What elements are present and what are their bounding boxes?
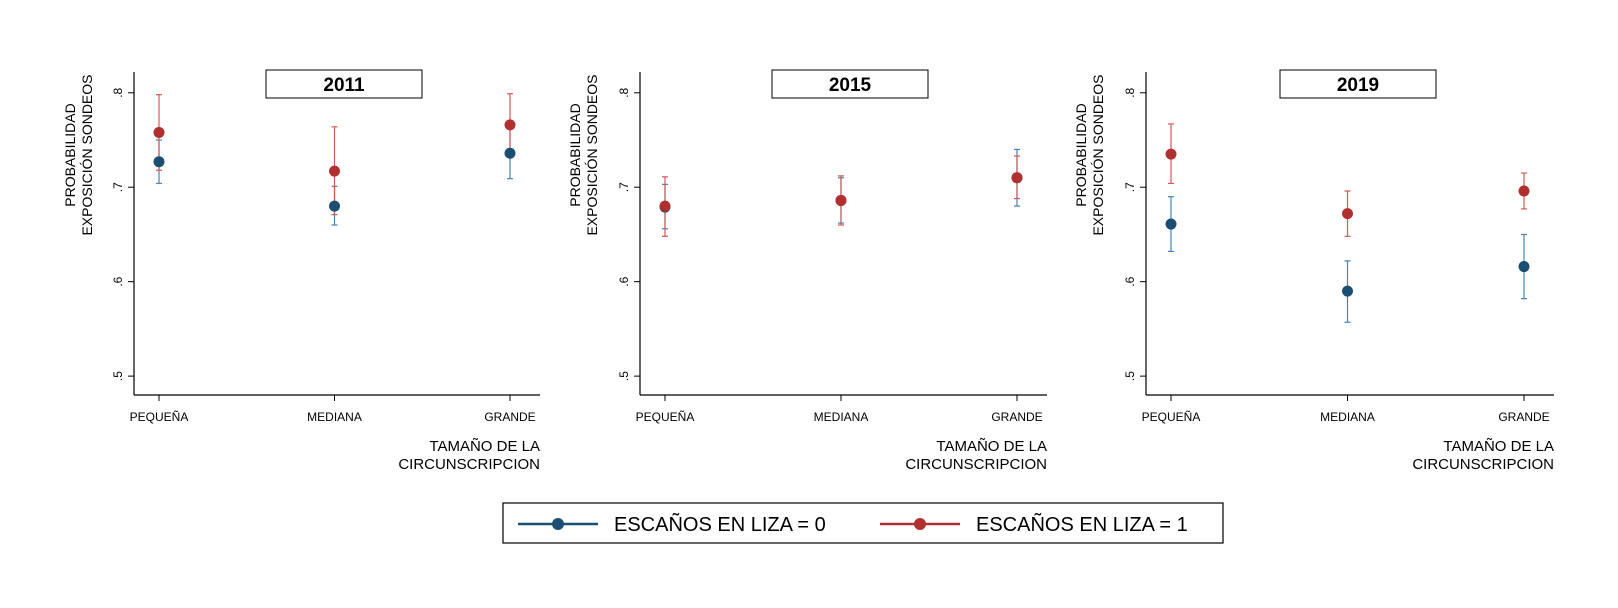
data-point: [1165, 218, 1177, 230]
y-tick-label: .5: [1123, 371, 1137, 381]
y-axis-label-line1: PROBABILIDAD: [1073, 103, 1089, 206]
x-tick-label: GRANDE: [484, 410, 535, 424]
x-axis-label-line1: TAMAÑO DE LA: [936, 438, 1047, 455]
legend-marker-1: [914, 518, 926, 530]
x-axis-label-line1: TAMAÑO DE LA: [1443, 438, 1554, 455]
panel-title-box: [771, 69, 929, 99]
x-tick-label: MEDIANA: [307, 410, 362, 424]
y-axis-label-line1: PROBABILIDAD: [567, 103, 583, 206]
data-point: [329, 200, 340, 212]
x-tick-label: GRANDE: [1498, 410, 1549, 424]
panel-title: 2011: [323, 75, 365, 96]
data-point: [153, 126, 165, 138]
panel-2015: PROBABILIDAD EXPOSICIÓN SONDEOS 2015 TAM…: [567, 69, 1047, 473]
legend-item-1: ESCAÑOS EN LIZA = 1: [880, 512, 1188, 536]
data-point: [153, 156, 165, 168]
panel-title-box: [265, 69, 423, 99]
y-tick-label: .7: [111, 182, 125, 192]
legend-marker-0: [552, 518, 564, 530]
x-axis-label-line2: CIRCUNSCRIPCION: [398, 456, 540, 473]
legend-box: [502, 502, 1224, 544]
data-point: [1518, 185, 1530, 197]
panel-2019: PROBABILIDAD EXPOSICIÓN SONDEOS 2019 TAM…: [1073, 69, 1554, 473]
legend-label-0: ESCAÑOS EN LIZA = 0: [614, 512, 826, 536]
y-tick-label: .6: [617, 276, 631, 286]
y-tick-label: .7: [617, 182, 631, 192]
y-tick-label: .6: [1123, 276, 1137, 286]
y-tick-label: .8: [1123, 87, 1137, 97]
data-point: [835, 194, 847, 206]
x-tick-label: MEDIANA: [1320, 410, 1375, 424]
data-point: [1518, 261, 1530, 273]
legend-item-0: ESCAÑOS EN LIZA = 0: [518, 512, 826, 536]
y-axis-label-line2: EXPOSICIÓN SONDEOS: [1090, 74, 1106, 235]
y-tick-label: .5: [617, 371, 631, 381]
x-tick-label: MEDIANA: [814, 410, 869, 424]
x-axis-label-line2: CIRCUNSCRIPCION: [1412, 456, 1554, 473]
data-point: [504, 119, 516, 131]
y-axis-label-line2: EXPOSICIÓN SONDEOS: [79, 74, 95, 235]
y-tick-label: .8: [617, 87, 631, 97]
x-tick-label: PEQUEÑA: [1142, 410, 1201, 424]
x-axis-label-line2: CIRCUNSCRIPCION: [905, 456, 1047, 473]
y-axis-label-line2: EXPOSICIÓN SONDEOS: [584, 74, 600, 235]
data-point: [659, 200, 671, 212]
panel-title: 2019: [1337, 75, 1379, 96]
panel-title-box: [1279, 69, 1437, 99]
panel-title: 2015: [829, 75, 872, 96]
x-tick-label: PEQUEÑA: [130, 410, 189, 424]
x-tick-label: PEQUEÑA: [636, 410, 695, 424]
y-tick-label: .8: [111, 87, 125, 97]
data-point: [504, 147, 516, 159]
legend-label-1: ESCAÑOS EN LIZA = 1: [976, 512, 1188, 536]
y-tick-label: .5: [111, 371, 125, 381]
x-tick-label: GRANDE: [991, 410, 1042, 424]
y-axis-label-line1: PROBABILIDAD: [62, 103, 78, 206]
legend: ESCAÑOS EN LIZA = 0 ESCAÑOS EN LIZA = 1: [502, 502, 1224, 544]
panel-2011: PROBABILIDAD EXPOSICIÓN SONDEOS 2011 TAM…: [62, 69, 540, 473]
data-point: [329, 165, 340, 177]
data-point: [1342, 208, 1353, 220]
data-point: [1011, 172, 1023, 184]
x-axis-label-line1: TAMAÑO DE LA: [429, 438, 540, 455]
y-tick-label: .6: [111, 276, 125, 286]
data-point: [1342, 285, 1353, 297]
y-tick-label: .7: [1123, 182, 1137, 192]
data-point: [1165, 148, 1177, 160]
